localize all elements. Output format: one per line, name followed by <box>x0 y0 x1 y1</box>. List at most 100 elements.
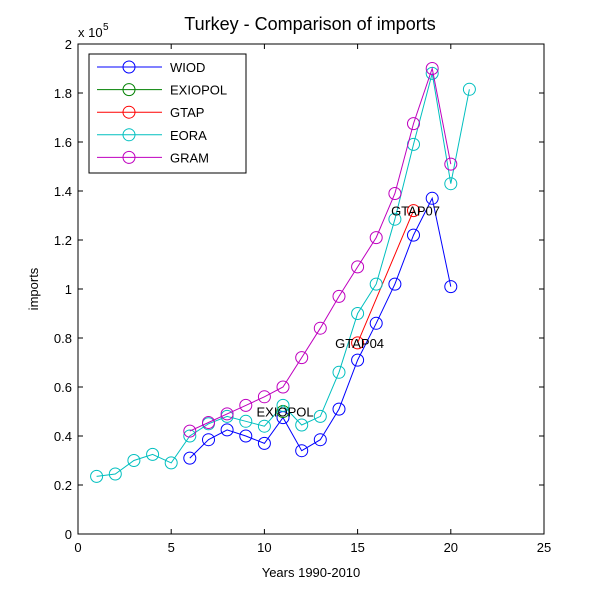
data-point-eora <box>351 307 365 320</box>
y-multiplier-exponent: 5 <box>103 22 109 33</box>
series-line-eora <box>96 73 470 477</box>
y-multiplier-label: x 10 <box>78 25 103 40</box>
legend-label: GTAP <box>170 105 204 120</box>
data-point-wiod <box>369 316 383 330</box>
series-wiod <box>183 191 458 465</box>
data-point-gram <box>202 416 215 429</box>
legend-label: EORA <box>170 128 207 143</box>
y-tick-label: 0 <box>65 527 72 542</box>
data-point-eora <box>108 467 122 481</box>
data-point-gram <box>351 260 365 274</box>
data-point-gram <box>257 390 271 404</box>
legend: WIOD EXIOPOL GTAP EORA GRAM <box>88 53 247 174</box>
data-point-wiod <box>332 402 346 416</box>
legend-box <box>88 53 247 174</box>
data-point-eora <box>313 409 327 423</box>
y-axis: 0 0.2 0.4 0.6 0.8 1 1.2 1.4 1.6 1.8 2 <box>54 37 544 542</box>
series-layer <box>90 62 476 483</box>
data-point-eora <box>276 398 290 412</box>
data-point-eora <box>444 177 458 191</box>
series-eora <box>90 66 476 483</box>
series-line-wiod <box>189 196 452 459</box>
data-point-gram <box>183 424 197 438</box>
legend-item-gram: GRAM <box>97 150 209 165</box>
annotation-label: EXIOPOL <box>257 405 314 420</box>
y-tick-label: 1 <box>65 282 72 297</box>
y-tick-label: 2 <box>65 37 72 52</box>
legend-marker <box>122 60 136 74</box>
data-point-gram <box>369 231 383 245</box>
y-tick-label: 0.8 <box>54 331 72 346</box>
series-line-gram <box>189 66 452 432</box>
data-point-wiod <box>202 433 215 447</box>
x-tick-label: 0 <box>74 540 81 555</box>
y-tick-label: 0.4 <box>54 429 72 444</box>
data-point-wiod <box>220 423 234 437</box>
data-point-gram <box>444 157 458 171</box>
data-point-eora <box>369 277 383 291</box>
legend-label: WIOD <box>170 60 205 75</box>
data-point-gtap <box>407 204 420 218</box>
data-point-wiod <box>257 436 271 450</box>
x-tick-label: 5 <box>168 540 175 555</box>
legend-label: GRAM <box>170 150 209 165</box>
x-tick-label: 25 <box>537 540 551 555</box>
data-point-gram <box>332 289 346 303</box>
y-tick-label: 0.2 <box>54 478 72 493</box>
legend-marker <box>122 83 136 97</box>
data-point-gtap <box>351 336 365 350</box>
data-point-wiod <box>351 353 365 367</box>
annotation-label: GTAP07 <box>391 204 440 219</box>
y-axis-label: imports <box>26 267 41 310</box>
data-point-gram <box>220 407 234 421</box>
y-tick-label: 1.8 <box>54 86 72 101</box>
annotations: EXIOPOL GTAP04 GTAP07 <box>257 204 440 420</box>
legend-item-wiod: WIOD <box>97 60 205 75</box>
data-point-wiod <box>313 433 327 447</box>
legend-marker <box>122 150 136 164</box>
chart-title: Turkey - Comparison of imports <box>184 14 435 34</box>
data-point-wiod <box>295 444 309 458</box>
data-point-eora <box>127 454 141 467</box>
data-point-gram <box>276 380 290 394</box>
data-point-gram <box>388 187 402 200</box>
legend-item-eora: EORA <box>97 128 207 143</box>
x-axis-label: Years 1990-2010 <box>262 565 361 580</box>
data-point-eora <box>90 469 104 483</box>
data-point-eora <box>239 414 253 428</box>
data-point-gram <box>407 117 420 131</box>
data-point-eora <box>388 212 402 226</box>
data-point-eora <box>146 447 160 461</box>
y-tick-label: 0.6 <box>54 380 72 395</box>
series-gtap <box>351 204 420 350</box>
y-tick-label: 1.4 <box>54 184 72 199</box>
data-point-gram <box>313 321 327 335</box>
data-point-eora <box>257 419 271 433</box>
y-tick-label: 1.6 <box>54 135 72 150</box>
y-tick-label: 1.2 <box>54 233 72 248</box>
x-tick-label: 15 <box>350 540 364 555</box>
legend-item-gtap: GTAP <box>97 105 204 120</box>
data-point-eora <box>164 456 178 470</box>
data-point-wiod <box>444 280 458 294</box>
data-point-wiod <box>407 228 420 242</box>
series-line-gtap <box>357 210 414 344</box>
annotation-label: GTAP04 <box>335 336 384 351</box>
legend-label: EXIOPOL <box>170 83 227 98</box>
data-point-eora <box>462 82 476 96</box>
data-point-gram <box>425 62 439 75</box>
data-point-wiod <box>425 191 439 205</box>
x-axis: 0 5 10 15 20 25 <box>74 44 551 555</box>
data-point-eora <box>183 429 197 443</box>
data-point-gram <box>295 351 309 365</box>
data-point-wiod <box>388 277 402 291</box>
series-gram <box>183 62 458 438</box>
data-point-gram <box>239 398 253 412</box>
data-point-eora <box>332 365 346 379</box>
data-point-wiod <box>239 429 253 443</box>
x-tick-label: 10 <box>257 540 271 555</box>
x-tick-label: 20 <box>444 540 458 555</box>
data-point-eora <box>295 418 309 432</box>
data-point-wiod <box>183 451 197 465</box>
